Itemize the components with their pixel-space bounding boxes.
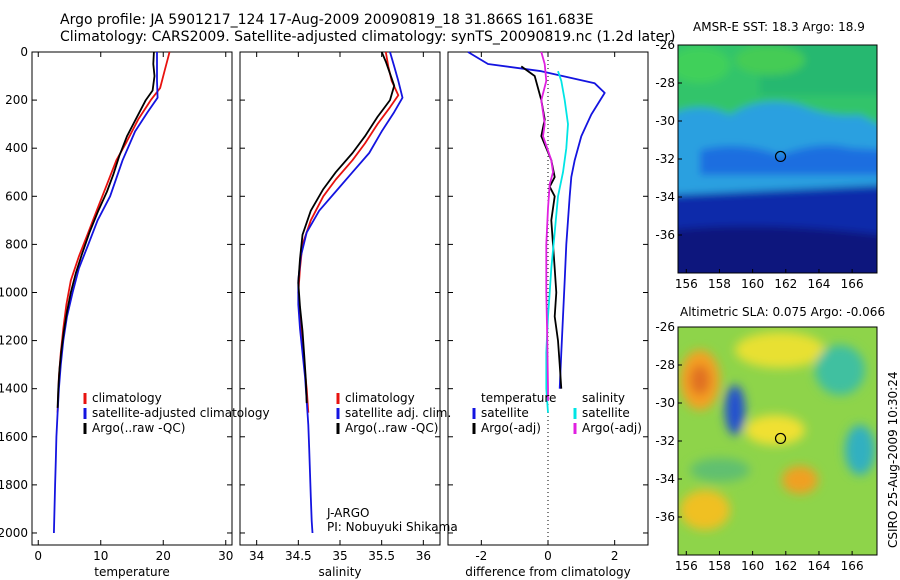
depth-tick-label: 2000 [0,526,28,540]
salinity-profile-xlabel: salinity [318,565,361,579]
altimetric-sla-map-xtick-label: 158 [708,559,731,573]
depth-tick-label: 1200 [0,334,28,348]
salinity-profile-series-line [297,51,400,413]
sst-map-field [678,45,877,273]
salinity-profile-xtick-label: 36 [416,549,431,563]
temperature-legend-label: climatology [92,391,162,405]
depth-tick-label: 200 [5,93,28,107]
salinity-profile-xtick-label: 34.5 [285,549,312,563]
difference-profile-xlabel: difference from climatology [465,565,631,579]
salinity-profile-series-line [297,51,404,534]
diff-legend-salinity-label: salinity [582,391,625,405]
temperature-profile-xtick-label: 30 [218,549,233,563]
sla-map-title: Altimetric SLA: 0.075 Argo: -0.066 [680,305,886,319]
depth-tick-label: 1400 [0,382,28,396]
temperature-legend-label: satellite-adjusted climatology [92,406,270,420]
altimetric-sla-map-ytick-label: -32 [655,434,675,448]
salinity-legend-label: satellite adj. clim. [345,406,451,420]
temperature-profile-xlabel: temperature [94,565,169,579]
depth-tick-label: 1800 [0,478,28,492]
depth-tick-label: 1000 [0,285,28,299]
amsr-sst-map-xtick-label: 156 [675,277,698,291]
altimetric-sla-map-xtick-label: 162 [774,559,797,573]
difference-profile-xtick-label: 0 [544,549,552,563]
pi-label: PI: Nobuyuki Shikama [327,520,458,534]
altimetric-sla-map-xtick-label: 164 [808,559,831,573]
amsr-sst-map-ytick-label: -32 [655,152,675,166]
amsr-sst-map-ytick-label: -34 [655,190,675,204]
altimetric-sla-map-xtick-label: 160 [741,559,764,573]
amsr-sst-map-xtick-label: 160 [741,277,764,291]
salinity-profile-series-line [297,51,396,404]
difference-profile-series-line [540,51,554,401]
salinity-legend-label: climatology [345,391,415,405]
altimetric-sla-map-ytick-label: -30 [655,396,675,410]
difference-profile-series-line [545,70,569,413]
difference-profile-series-line [467,51,606,389]
altimetric-sla-map-ytick-label: -26 [655,320,675,334]
amsr-sst-map-ytick-label: -28 [655,76,675,90]
amsr-sst-map-xtick-label: 166 [841,277,864,291]
title-line-1: Argo profile: JA 5901217_124 17-Aug-2009… [60,12,594,28]
plot-layer: 0 10 20 30020040060080010001200140016001800… [0,38,878,579]
title-line-2: Climatology: CARS2009. Satellite-adjuste… [60,29,676,45]
difference-profile-xtick-label: -2 [475,549,487,563]
difference-profile-frame [447,51,649,546]
amsr-sst-map-ytick-label: -30 [655,114,675,128]
salinity-profile-xtick-label: 35.5 [368,549,395,563]
altimetric-sla-map-ytick-label: -28 [655,358,675,372]
salinity-legend-label: Argo(..raw -QC) [345,421,438,435]
depth-tick-label: 1600 [0,430,28,444]
temperature-profile-xtick-label: 20 [156,549,171,563]
diff-legend-temperature-label: satellite [481,406,529,420]
diff-legend-salinity-label: Argo(-adj) [582,421,642,435]
altimetric-sla-map-argo-marker [774,432,787,445]
altimetric-sla-map-xtick-label: 166 [841,559,864,573]
amsr-sst-map-xtick-label: 158 [708,277,731,291]
altimetric-sla-map-ytick-label: -36 [655,510,675,524]
temperature-profile-series-line [56,51,156,408]
institution-label: J-ARGO [326,506,369,520]
salinity-profile-frame [239,51,441,546]
temperature-legend-label: Argo(..raw -QC) [92,421,185,435]
amsr-sst-map-xtick-label: 164 [808,277,831,291]
altimetric-sla-map-xtick-label: 156 [675,559,698,573]
amsr-sst-map-ytick-label: -26 [655,38,675,52]
sla-map-field [678,327,877,555]
amsr-sst-map-argo-marker [774,150,787,163]
diff-legend-temperature-label: temperature [481,391,556,405]
temperature-profile-xtick-label: 0 [34,549,42,563]
temperature-profile-frame [31,51,233,546]
depth-tick-label: 800 [5,237,28,251]
temperature-profile-series-line [53,52,159,534]
amsr-sst-map-xtick-label: 162 [774,277,797,291]
diff-legend-salinity-label: satellite [582,406,630,420]
amsr-sst-map-ytick-label: -36 [655,228,675,242]
sst-map-title: AMSR-E SST: 18.3 Argo: 18.9 [693,20,865,34]
difference-profile-xtick-label: 2 [611,549,619,563]
salinity-profile-xtick-label: 34 [249,549,264,563]
depth-tick-label: 400 [5,141,28,155]
depth-tick-label: 0 [20,45,28,59]
diff-legend-temperature-label: Argo(-adj) [481,421,541,435]
altimetric-sla-map-ytick-label: -34 [655,472,675,486]
depth-tick-label: 600 [5,189,28,203]
temperature-profile-xtick-label: 10 [93,549,108,563]
salinity-profile-xtick-label: 35 [332,549,347,563]
